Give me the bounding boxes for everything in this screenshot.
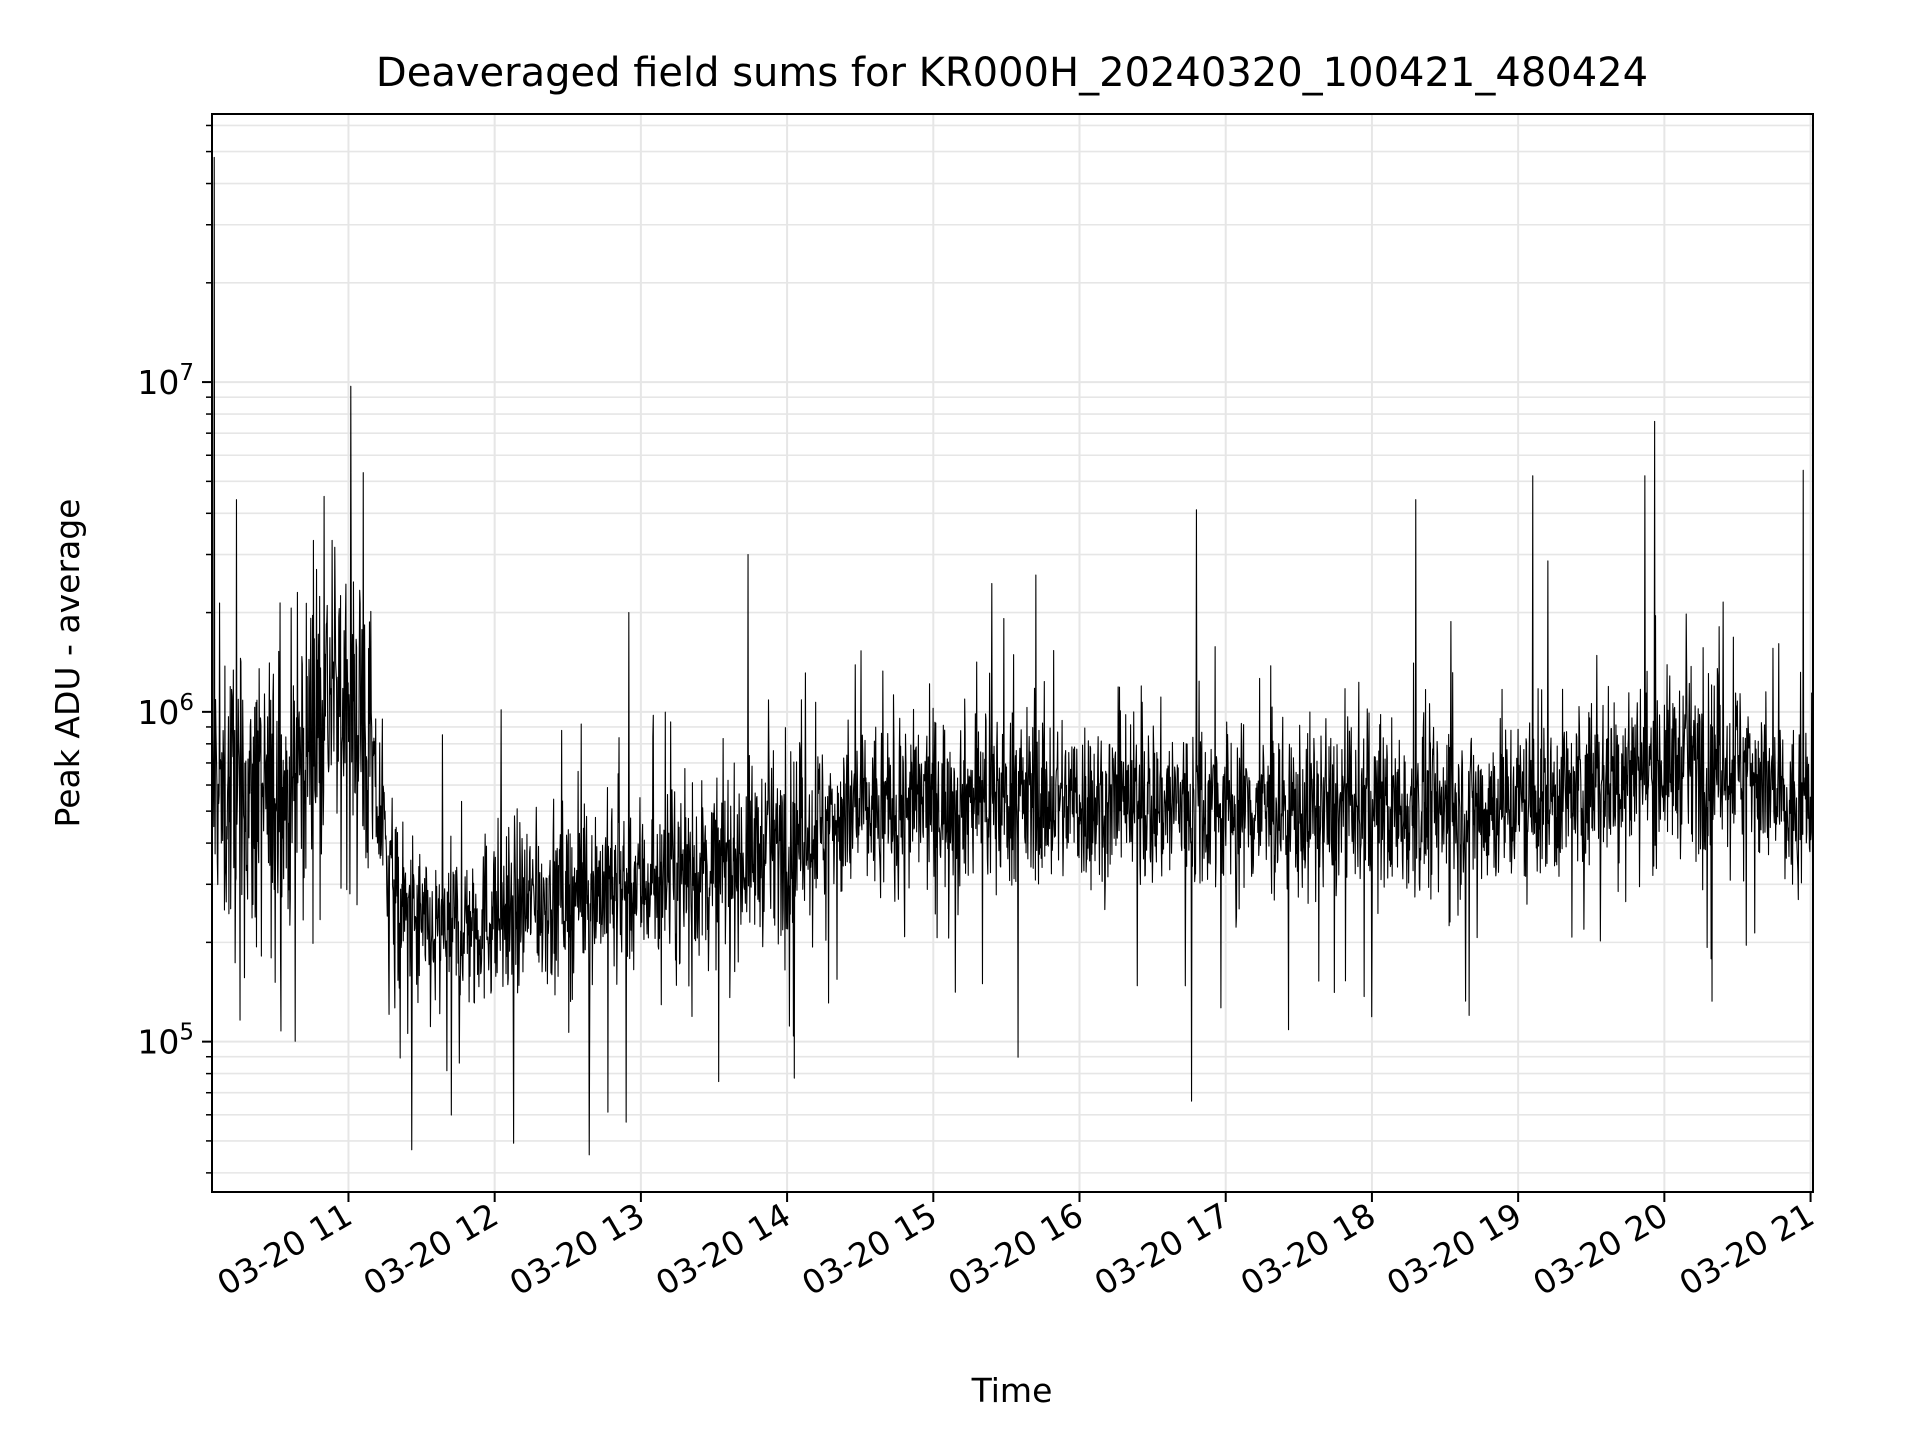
x-tick-label: 03-20 11 xyxy=(210,1195,358,1303)
x-tick-label: 03-20 12 xyxy=(357,1195,505,1303)
series-layer xyxy=(211,156,1814,1156)
x-tick-label: 03-20 14 xyxy=(649,1195,797,1303)
x-tick-label: 03-20 16 xyxy=(942,1195,1090,1303)
grid xyxy=(212,114,1813,1192)
x-tick-label: 03-20 18 xyxy=(1234,1195,1382,1303)
x-tick-label: 03-20 21 xyxy=(1673,1195,1821,1303)
x-tick-label: 03-20 13 xyxy=(503,1195,651,1303)
x-axis-label: Time xyxy=(971,1371,1053,1410)
y-axis: 105 106 107 xyxy=(137,124,212,1174)
y-axis-label: Peak ADU - average xyxy=(48,499,87,828)
chart-title: Deaveraged field sums for KR000H_2024032… xyxy=(376,50,1648,96)
x-tick-label: 03-20 20 xyxy=(1526,1195,1674,1303)
series-line xyxy=(211,156,1814,1156)
y-tick-label: 106 xyxy=(137,690,194,732)
x-tick-label: 03-20 17 xyxy=(1088,1195,1236,1303)
x-tick-label: 03-20 19 xyxy=(1380,1195,1528,1303)
plot-frame xyxy=(211,113,1814,1193)
y-tick-label: 107 xyxy=(137,360,194,402)
y-tick-label: 105 xyxy=(137,1020,194,1062)
x-tick-label: 03-20 15 xyxy=(795,1195,943,1303)
